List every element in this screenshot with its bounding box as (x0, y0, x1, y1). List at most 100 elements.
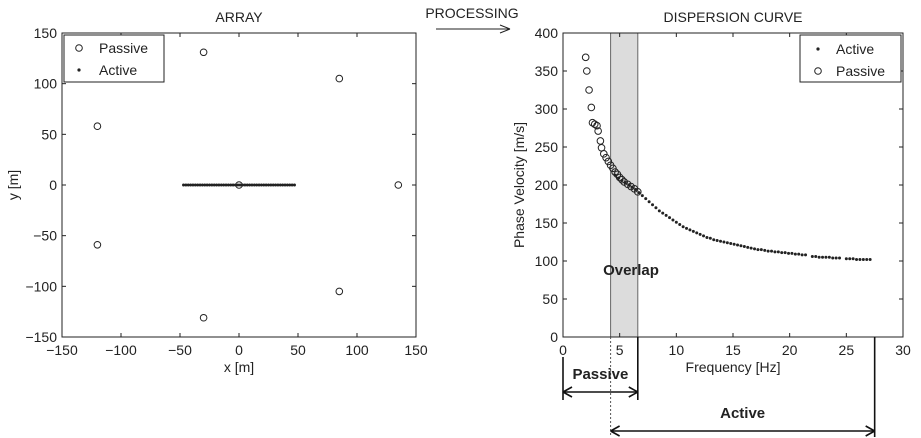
dispersion-legend-passive-marker (814, 67, 822, 75)
dispersion-active-point (640, 194, 644, 198)
array-active-point (281, 183, 285, 187)
passive-range-arrow-left-arrowhead (562, 386, 573, 398)
dispersion-active-point (783, 251, 787, 255)
dispersion-active-point (851, 257, 855, 261)
dispersion-active-point (712, 238, 716, 242)
array-active-point (229, 183, 233, 187)
dispersion-active-point (787, 251, 791, 255)
dispersion-active-point (691, 229, 695, 233)
dispersion-active-point (708, 236, 712, 240)
array-active-point (236, 183, 240, 187)
array-x-tick-label: 100 (345, 342, 369, 358)
dispersion-passive-point (604, 157, 613, 166)
dispersion-passive-point (634, 188, 642, 196)
dispersion-active-point (742, 245, 746, 249)
array-active-point (226, 183, 230, 187)
dispersion-passive-point (593, 121, 601, 130)
dispersion-active-point (810, 254, 814, 258)
dispersion-active-point (674, 220, 678, 224)
array-active-point (212, 183, 216, 187)
dispersion-chart: DISPERSION CURVE 0 5 10 15 20 25 3005010015020… (511, 9, 911, 437)
dispersion-active-point (865, 257, 869, 261)
array-x-tick-label: −100 (105, 342, 137, 358)
dispersion-active-point (797, 252, 801, 256)
dispersion-active-point (793, 252, 797, 256)
array-active-point (222, 183, 226, 187)
dispersion-passive-point (590, 120, 599, 128)
dispersion-active-point (702, 234, 706, 238)
dispersion-active-point (664, 213, 668, 217)
dispersion-passive-point (618, 175, 626, 184)
array-x-axis-label: x [m] (224, 359, 254, 375)
dispersion-active-point (671, 218, 675, 222)
dispersion-active-point (661, 211, 665, 215)
dispersion-active-point (858, 257, 862, 261)
dispersion-y-tick-label: 350 (535, 63, 559, 79)
dispersion-passive-point (611, 168, 619, 176)
array-active-point (233, 183, 237, 187)
dispersion-passive-point (596, 137, 605, 145)
array-active-point (182, 183, 186, 187)
array-active-point (243, 183, 247, 187)
array-ticks: −150 −100 −50 0 50 100 150 −150 −100 −50 0 50 100 150 (25, 25, 427, 358)
array-active-point (210, 183, 214, 187)
array-active-point (271, 183, 275, 187)
dispersion-y-axis-label: Phase Velocity [m/s] (511, 122, 527, 248)
dispersion-x-tick-label: 0 (559, 342, 567, 358)
dispersion-active-point (855, 257, 859, 261)
array-active-point (276, 183, 280, 187)
passive-range-label: Passive (572, 366, 628, 383)
array-active-point (205, 183, 209, 187)
array-y-tick-label: −150 (25, 329, 57, 345)
dispersion-legend: Active Passive (799, 34, 902, 83)
array-passive-point (199, 48, 208, 57)
range-annotations (562, 337, 876, 437)
dispersion-active-point (644, 197, 648, 201)
array-chart: ARRAY −150 −100 −50 0 50 100 150 −150 −100 −50 0 50… (5, 9, 428, 375)
array-passive-point (93, 240, 102, 249)
array-active-point (250, 183, 254, 187)
processing-arrow-group: PROCESSING (425, 5, 519, 34)
array-passive-point (199, 313, 208, 322)
array-active-point (231, 183, 235, 187)
array-active-point (215, 183, 219, 187)
dispersion-passive-point (585, 86, 593, 94)
dispersion-chart-title: DISPERSION CURVE (664, 9, 803, 25)
dispersion-x-tick-label: 20 (782, 342, 798, 358)
passive-range-arrow-right-arrowhead (628, 386, 639, 398)
array-active-point (208, 183, 211, 187)
dispersion-passive-point (594, 127, 602, 135)
dispersion-active-point (695, 231, 699, 235)
array-y-tick-label: 150 (34, 25, 58, 41)
array-active-point (217, 183, 221, 187)
dispersion-active-point (776, 250, 780, 254)
array-active-point (283, 183, 287, 187)
dispersion-active-point (698, 232, 702, 236)
dispersion-active-point (827, 255, 831, 259)
dispersion-passive-point (587, 103, 596, 112)
array-y-tick-label: −50 (33, 228, 57, 244)
dispersion-active-point (800, 253, 804, 257)
dispersion-active-point (824, 255, 828, 259)
array-active-point (191, 183, 195, 187)
dispersion-active-point (773, 250, 777, 254)
dispersion-y-tick-label: 200 (535, 177, 559, 193)
dispersion-active-point (681, 225, 685, 229)
dispersion-y-tick-label: 0 (550, 329, 558, 345)
array-active-point (198, 183, 202, 187)
dispersion-marks (581, 53, 872, 261)
dispersion-active-point (705, 235, 709, 239)
active-range-label: Active (720, 405, 765, 422)
dispersion-active-point (838, 256, 842, 260)
dispersion-x-axis-label: Frequency [Hz] (686, 359, 781, 375)
dispersion-y-tick-label: 250 (535, 139, 559, 155)
dispersion-active-point (756, 248, 760, 252)
dispersion-active-point (637, 191, 641, 195)
dispersion-passive-point (615, 173, 624, 182)
array-legend-passive-label: Passive (99, 40, 148, 56)
array-active-point (248, 183, 252, 187)
dispersion-active-point (732, 242, 736, 246)
array-y-tick-label: −100 (25, 278, 57, 294)
dispersion-passive-point (583, 67, 591, 75)
array-active-point (292, 183, 296, 187)
